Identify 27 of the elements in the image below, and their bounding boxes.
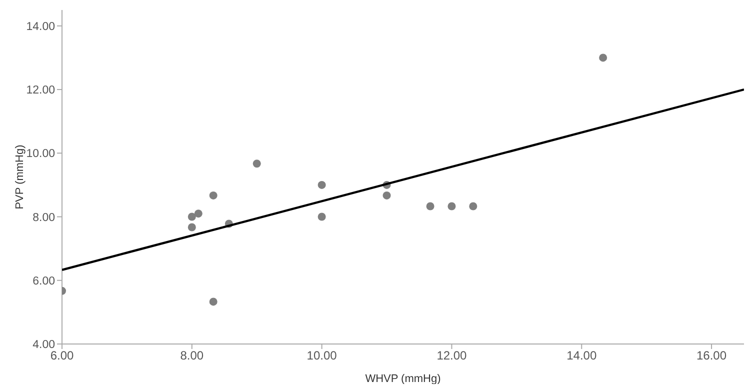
y-axis-title: PVP (mmHg)	[14, 144, 26, 210]
point	[448, 202, 456, 210]
x-tick-label: 14.00	[566, 348, 597, 363]
y-tick-label: 12.00	[26, 84, 55, 97]
x-axis-title: WHVP (mmHg)	[365, 373, 441, 385]
point	[188, 212, 196, 221]
point	[318, 212, 326, 221]
point	[252, 160, 261, 168]
point	[382, 191, 391, 200]
point	[188, 223, 196, 232]
x-tick-label: 16.00	[696, 348, 727, 363]
x-tick-label: 10.00	[306, 348, 338, 363]
point	[209, 191, 218, 200]
point	[194, 210, 202, 218]
x-tick-label: 6.00	[50, 348, 74, 363]
x-tick-label: 8.00	[180, 348, 204, 363]
point	[318, 180, 326, 189]
point	[599, 54, 608, 62]
y-tick-label: 8.00	[32, 212, 55, 224]
point	[469, 202, 478, 210]
point	[426, 202, 434, 210]
y-tick-label: 4.00	[32, 339, 55, 352]
point	[209, 298, 218, 306]
x-tick-label: 12.00	[436, 348, 468, 363]
y-tick-label: 10.00	[26, 148, 55, 160]
y-tick-label: 6.00	[32, 275, 55, 288]
y-tick-label: 14.00	[26, 20, 55, 33]
